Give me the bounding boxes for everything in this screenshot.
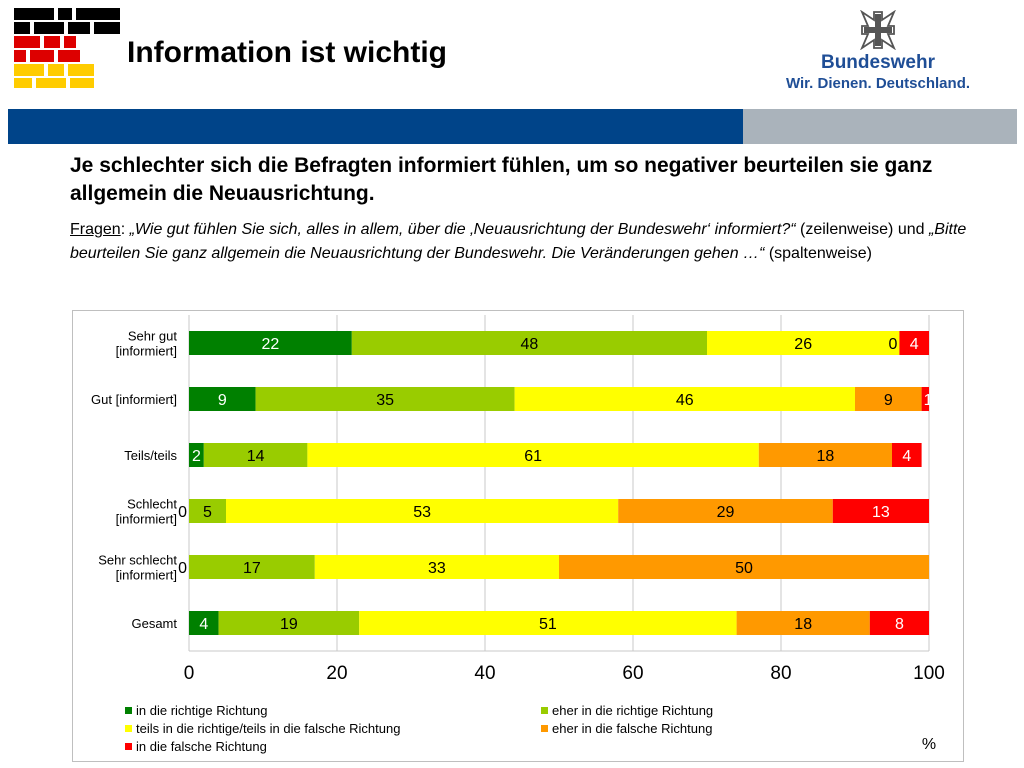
data-label: 4 — [910, 336, 919, 353]
data-label: 53 — [413, 504, 431, 521]
data-label: 13 — [872, 504, 890, 521]
question-2: „Bitte beurteilen Sie ganz allgemein die… — [70, 221, 967, 262]
data-label: 0 — [888, 336, 897, 353]
chart-frame: 22 48 26 0 4 Sehr gut [informiert] 9 35 46 9 1 Gut [… — [72, 310, 964, 762]
data-label: 8 — [895, 616, 904, 633]
data-label: 51 — [539, 616, 557, 633]
legend-label: eher in die richtige Richtung — [552, 703, 713, 718]
category-label: [informiert] — [116, 568, 177, 583]
bar-segment — [618, 499, 833, 523]
bar-segment — [189, 611, 219, 635]
data-label: 18 — [794, 616, 812, 633]
bar-segment — [736, 611, 870, 635]
question-1-note: (zeilenweise) und — [795, 221, 929, 238]
bar-segment — [218, 611, 360, 635]
question-2-note: (spaltenweise) — [764, 245, 872, 262]
data-label: 19 — [280, 616, 298, 633]
x-tick-label: 80 — [770, 663, 791, 684]
legend-label: eher in die falsche Richtung — [552, 721, 712, 736]
brand-slogan: Wir. Dienen. Deutschland. — [785, 75, 971, 92]
data-label: 18 — [817, 448, 835, 465]
data-label: 50 — [735, 560, 753, 577]
bundeswehr-logo: Bundeswehr Wir. Dienen. Deutschland. — [778, 10, 978, 94]
category-label: Teils/teils — [124, 448, 177, 463]
bar-segment — [226, 499, 619, 523]
x-tick-label: 0 — [184, 663, 195, 684]
data-label: 4 — [199, 616, 208, 633]
data-label: 5 — [203, 504, 212, 521]
legend-swatch — [125, 743, 132, 750]
data-label: 17 — [243, 560, 261, 577]
bar-segment — [832, 499, 929, 523]
data-label: 14 — [247, 448, 265, 465]
brand-name: Bundeswehr — [820, 52, 936, 73]
bar-segment — [189, 499, 226, 523]
legend-swatch — [125, 725, 132, 732]
x-tick-label: 20 — [326, 663, 347, 684]
data-label: 33 — [428, 560, 446, 577]
data-label: 61 — [524, 448, 542, 465]
bar-segment — [314, 555, 559, 579]
data-label: 46 — [676, 392, 694, 409]
x-tick-label: 60 — [622, 663, 643, 684]
data-label: 29 — [717, 504, 735, 521]
legend-swatch — [541, 725, 548, 732]
bar-segment — [189, 331, 352, 355]
legend-swatch — [125, 707, 132, 714]
bar-segment — [255, 387, 515, 411]
data-label: 0 — [178, 560, 187, 577]
bar-segment — [359, 611, 737, 635]
category-label: Sehr gut — [128, 329, 178, 344]
bar-segment — [189, 443, 204, 467]
question-label: Fragen — [70, 221, 121, 238]
legend-label: in die richtige Richtung — [136, 703, 268, 718]
bar-segment — [559, 555, 929, 579]
headline: Je schlechter sich die Befragten informi… — [70, 154, 933, 205]
bar-segment — [899, 331, 929, 355]
header-band-blue — [8, 109, 743, 144]
bar-segment — [892, 443, 922, 467]
category-label: [informiert] — [116, 344, 177, 359]
data-label: 22 — [262, 336, 280, 353]
bar-segment — [758, 443, 892, 467]
data-label: 1 — [924, 392, 933, 409]
data-label: 9 — [884, 392, 893, 409]
bar-segment — [307, 443, 759, 467]
data-label: 9 — [218, 392, 227, 409]
bar-segment — [351, 331, 707, 355]
data-label: 26 — [794, 336, 812, 353]
legend-label: teils in die richtige/teils in die falsc… — [136, 721, 400, 736]
category-label: Sehr schlecht — [98, 553, 177, 568]
bar-segment — [189, 555, 315, 579]
x-tick-label: 100 — [913, 663, 945, 684]
iron-cross-icon — [860, 10, 896, 50]
data-label: 0 — [178, 504, 187, 521]
x-tick-label: 40 — [474, 663, 495, 684]
page-title: Information ist wichtig — [127, 36, 447, 69]
legend-swatch — [541, 707, 548, 714]
data-label: 2 — [192, 448, 201, 465]
question-colon: : — [120, 221, 130, 238]
bar-segment — [707, 331, 900, 355]
bar-segment — [855, 387, 922, 411]
legend-label: in die falsche Richtung — [136, 739, 267, 754]
data-label: 48 — [521, 336, 539, 353]
category-label: Gut [informiert] — [91, 392, 177, 407]
bar-segment — [514, 387, 855, 411]
category-label: [informiert] — [116, 512, 177, 527]
data-label: 35 — [376, 392, 394, 409]
bar-segment — [189, 387, 256, 411]
header-band-grey — [743, 109, 1017, 144]
data-label: 4 — [902, 448, 911, 465]
question-text: Fragen: „Wie gut fühlen Sie sich, alles … — [70, 218, 990, 266]
bar-segment — [203, 443, 308, 467]
category-label: Schlecht — [127, 497, 177, 512]
flag-logo-icon — [14, 8, 120, 88]
category-label: Gesamt — [131, 616, 177, 631]
question-1: „Wie gut fühlen Sie sich, alles in allem… — [129, 221, 796, 238]
bar-segment — [869, 611, 929, 635]
x-axis-unit: % — [922, 736, 936, 753]
bar-segment — [921, 387, 929, 411]
